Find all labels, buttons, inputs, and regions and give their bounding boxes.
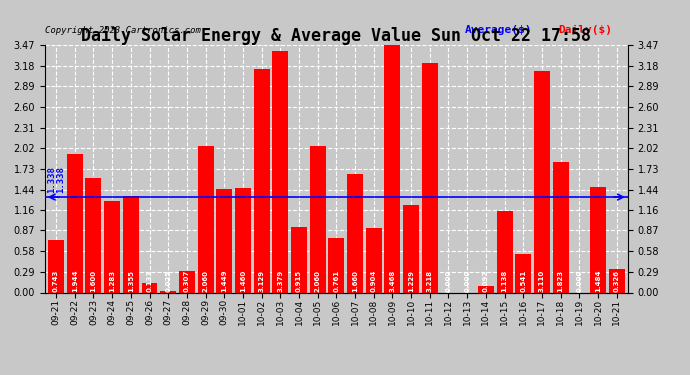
Text: 1.283: 1.283 <box>109 270 115 292</box>
Bar <box>123 196 139 292</box>
Bar <box>273 51 288 292</box>
Text: 2.060: 2.060 <box>315 270 321 292</box>
Text: Copyright 2023 Cartronics.com: Copyright 2023 Cartronics.com <box>45 26 201 35</box>
Text: 0.743: 0.743 <box>53 269 59 292</box>
Bar <box>553 162 569 292</box>
Text: 3.379: 3.379 <box>277 270 284 292</box>
Bar <box>235 188 251 292</box>
Bar <box>515 254 531 292</box>
Bar <box>590 187 606 292</box>
Bar <box>254 69 270 292</box>
Text: 0.025: 0.025 <box>165 270 171 292</box>
Text: 0.541: 0.541 <box>520 270 526 292</box>
Bar <box>534 70 550 292</box>
Bar <box>478 286 494 292</box>
Bar <box>67 154 83 292</box>
Bar <box>141 283 157 292</box>
Text: Daily($): Daily($) <box>558 25 612 35</box>
Text: 1.338: 1.338 <box>57 166 66 193</box>
Text: 1.660: 1.660 <box>352 270 358 292</box>
Bar <box>328 238 344 292</box>
Bar <box>366 228 382 292</box>
Text: 0.915: 0.915 <box>296 270 302 292</box>
Text: 0.000: 0.000 <box>446 270 451 292</box>
Bar <box>403 205 419 292</box>
Text: 0.000: 0.000 <box>464 270 470 292</box>
Text: 1.600: 1.600 <box>90 270 97 292</box>
Bar <box>291 227 307 292</box>
Bar <box>48 240 64 292</box>
Text: 1.484: 1.484 <box>595 269 601 292</box>
Bar <box>216 189 233 292</box>
Bar <box>497 211 513 292</box>
Text: 2.060: 2.060 <box>203 270 208 292</box>
Bar <box>384 45 400 292</box>
Bar <box>86 178 101 292</box>
Bar <box>104 201 120 292</box>
Bar <box>179 271 195 292</box>
Bar <box>160 291 176 292</box>
Bar <box>197 146 213 292</box>
Text: 1.338: 1.338 <box>47 166 56 193</box>
Bar <box>609 269 624 292</box>
Text: 3.468: 3.468 <box>389 270 395 292</box>
Text: 0.131: 0.131 <box>146 270 152 292</box>
Text: 3.129: 3.129 <box>259 270 265 292</box>
Text: 1.355: 1.355 <box>128 270 134 292</box>
Text: 0.326: 0.326 <box>613 270 620 292</box>
Text: 1.944: 1.944 <box>72 269 78 292</box>
Text: 0.904: 0.904 <box>371 269 377 292</box>
Bar <box>347 174 363 292</box>
Title: Daily Solar Energy & Average Value Sun Oct 22 17:58: Daily Solar Energy & Average Value Sun O… <box>81 26 591 45</box>
Text: 0.000: 0.000 <box>576 270 582 292</box>
Text: 1.229: 1.229 <box>408 270 414 292</box>
Text: 1.138: 1.138 <box>502 270 508 292</box>
Text: 0.761: 0.761 <box>333 270 339 292</box>
Text: 0.092: 0.092 <box>483 270 489 292</box>
Text: 1.449: 1.449 <box>221 269 227 292</box>
Text: Average($): Average($) <box>464 25 532 35</box>
Bar <box>310 146 326 292</box>
Bar <box>422 63 437 292</box>
Text: 3.218: 3.218 <box>427 270 433 292</box>
Text: 0.307: 0.307 <box>184 270 190 292</box>
Text: 1.823: 1.823 <box>558 270 564 292</box>
Text: 1.460: 1.460 <box>240 270 246 292</box>
Text: 3.110: 3.110 <box>539 270 545 292</box>
